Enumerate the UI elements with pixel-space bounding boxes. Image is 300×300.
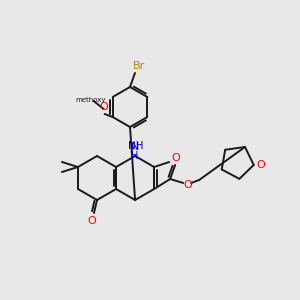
Text: NH: NH: [128, 141, 144, 151]
Text: O: O: [172, 153, 181, 163]
Text: O: O: [256, 160, 265, 170]
Text: H: H: [131, 151, 139, 161]
Text: O: O: [184, 180, 193, 190]
Text: methoxy: methoxy: [75, 97, 106, 103]
Text: Br: Br: [133, 61, 145, 71]
Text: N: N: [131, 142, 139, 152]
Text: O: O: [88, 216, 96, 226]
Text: O: O: [99, 102, 108, 112]
